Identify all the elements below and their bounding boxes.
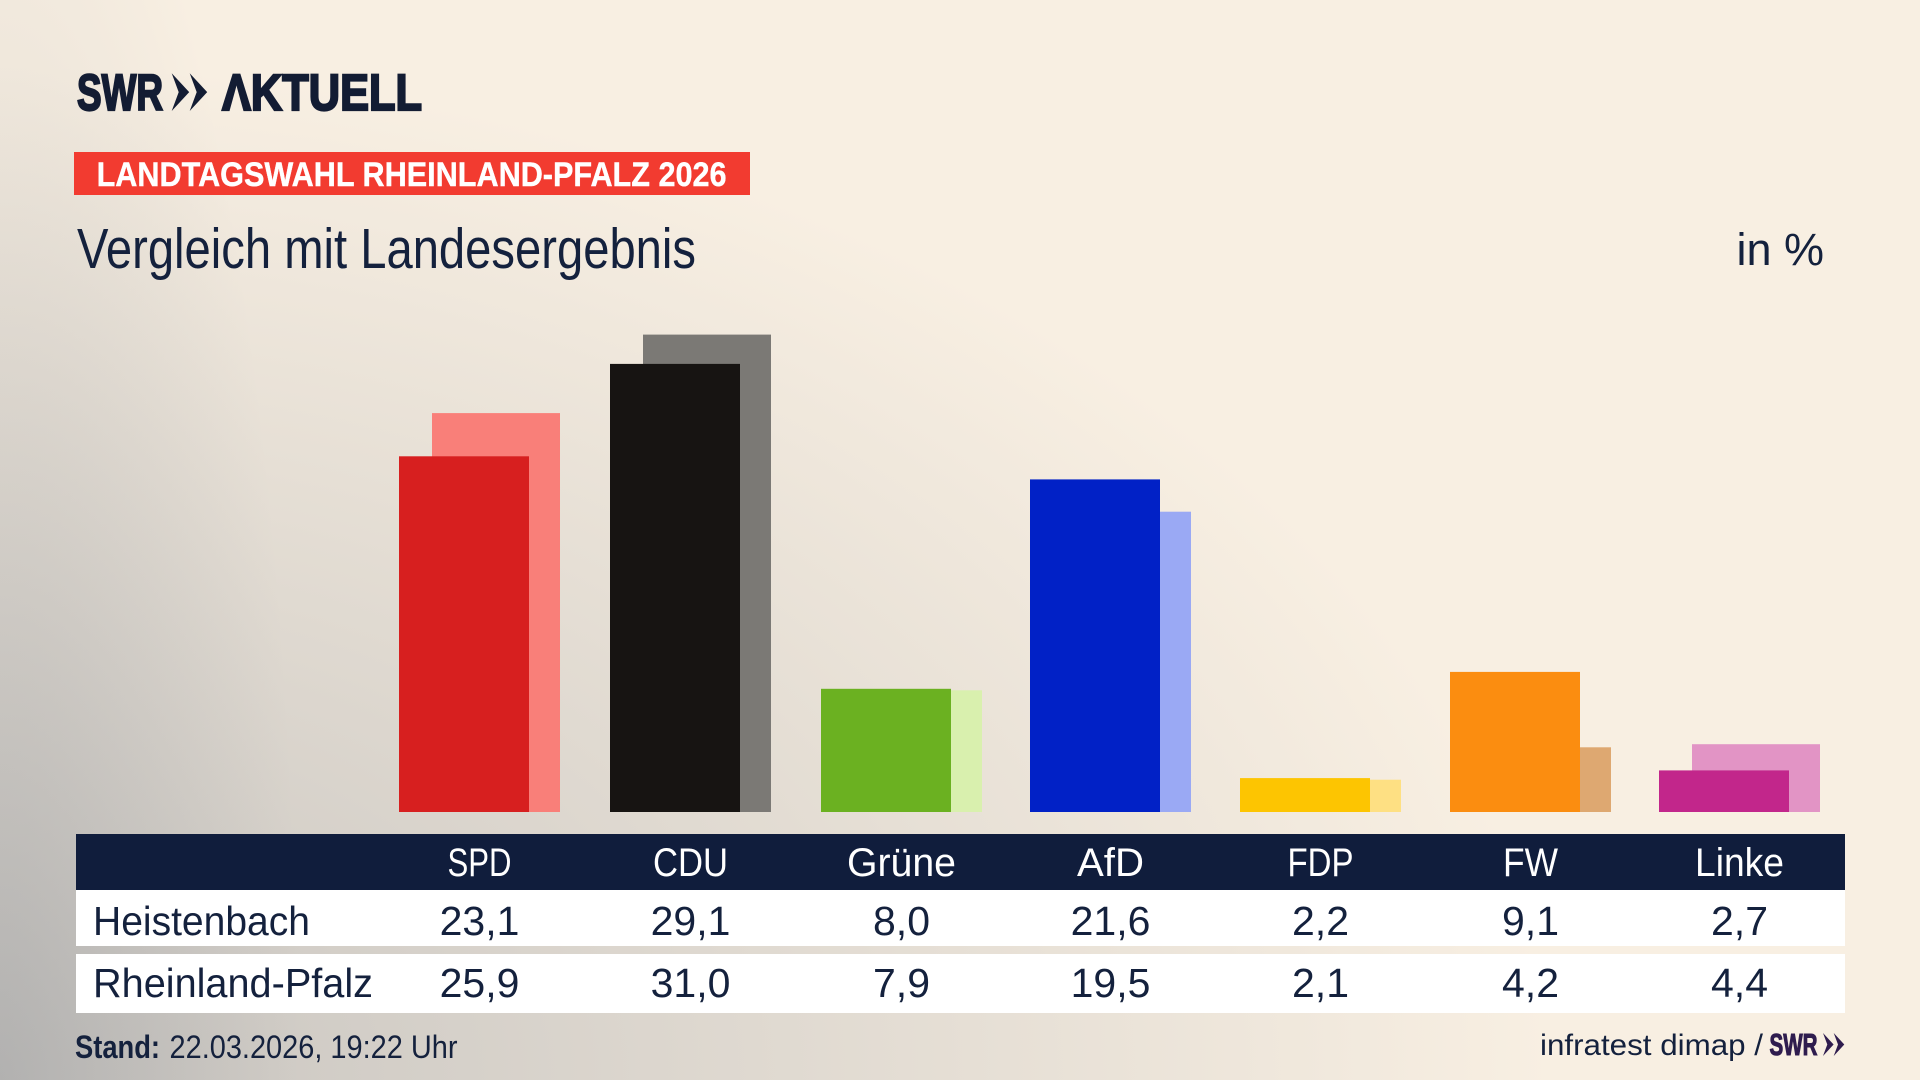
svg-text:ΛKTUELL: ΛKTUELL — [222, 64, 422, 121]
svg-text:FDP: FDP — [1288, 841, 1354, 885]
svg-text:21,6: 21,6 — [1071, 898, 1151, 944]
svg-text:SWR: SWR — [1770, 1027, 1818, 1062]
svg-text:CDU: CDU — [653, 841, 728, 885]
svg-text:2,7: 2,7 — [1711, 898, 1768, 944]
svg-text:in %: in % — [1736, 224, 1824, 275]
svg-text:25,9: 25,9 — [440, 960, 520, 1006]
svg-text:Vergleich mit Landesergebnis: Vergleich mit Landesergebnis — [77, 217, 696, 281]
svg-text:Stand:: Stand: — [75, 1029, 160, 1065]
svg-text:2,2: 2,2 — [1292, 898, 1349, 944]
svg-text:Linke: Linke — [1695, 841, 1784, 885]
svg-text:19,5: 19,5 — [1071, 960, 1151, 1006]
svg-text:22.03.2026, 19:22 Uhr: 22.03.2026, 19:22 Uhr — [170, 1029, 458, 1065]
svg-text:SPD: SPD — [448, 841, 512, 885]
svg-text:23,1: 23,1 — [440, 898, 520, 944]
svg-text:4,4: 4,4 — [1711, 960, 1768, 1006]
svg-text:LANDTAGSWAHL RHEINLAND-PFALZ 2: LANDTAGSWAHL RHEINLAND-PFALZ 2026 — [97, 156, 727, 194]
svg-text:9,1: 9,1 — [1502, 898, 1559, 944]
svg-text:FW: FW — [1503, 841, 1559, 885]
svg-text:Grüne: Grüne — [847, 841, 956, 885]
svg-text:8,0: 8,0 — [873, 898, 930, 944]
svg-text:2,1: 2,1 — [1292, 960, 1349, 1006]
svg-text:7,9: 7,9 — [873, 960, 930, 1006]
svg-text:SWR: SWR — [77, 64, 163, 121]
svg-text:Heistenbach: Heistenbach — [93, 898, 310, 944]
svg-text:AfD: AfD — [1077, 841, 1144, 885]
svg-text:29,1: 29,1 — [651, 898, 731, 944]
svg-text:Rheinland-Pfalz: Rheinland-Pfalz — [93, 960, 373, 1006]
svg-text:31,0: 31,0 — [651, 960, 731, 1006]
svg-text:infratest dimap /: infratest dimap / — [1540, 1029, 1764, 1062]
svg-text:4,2: 4,2 — [1502, 960, 1559, 1006]
